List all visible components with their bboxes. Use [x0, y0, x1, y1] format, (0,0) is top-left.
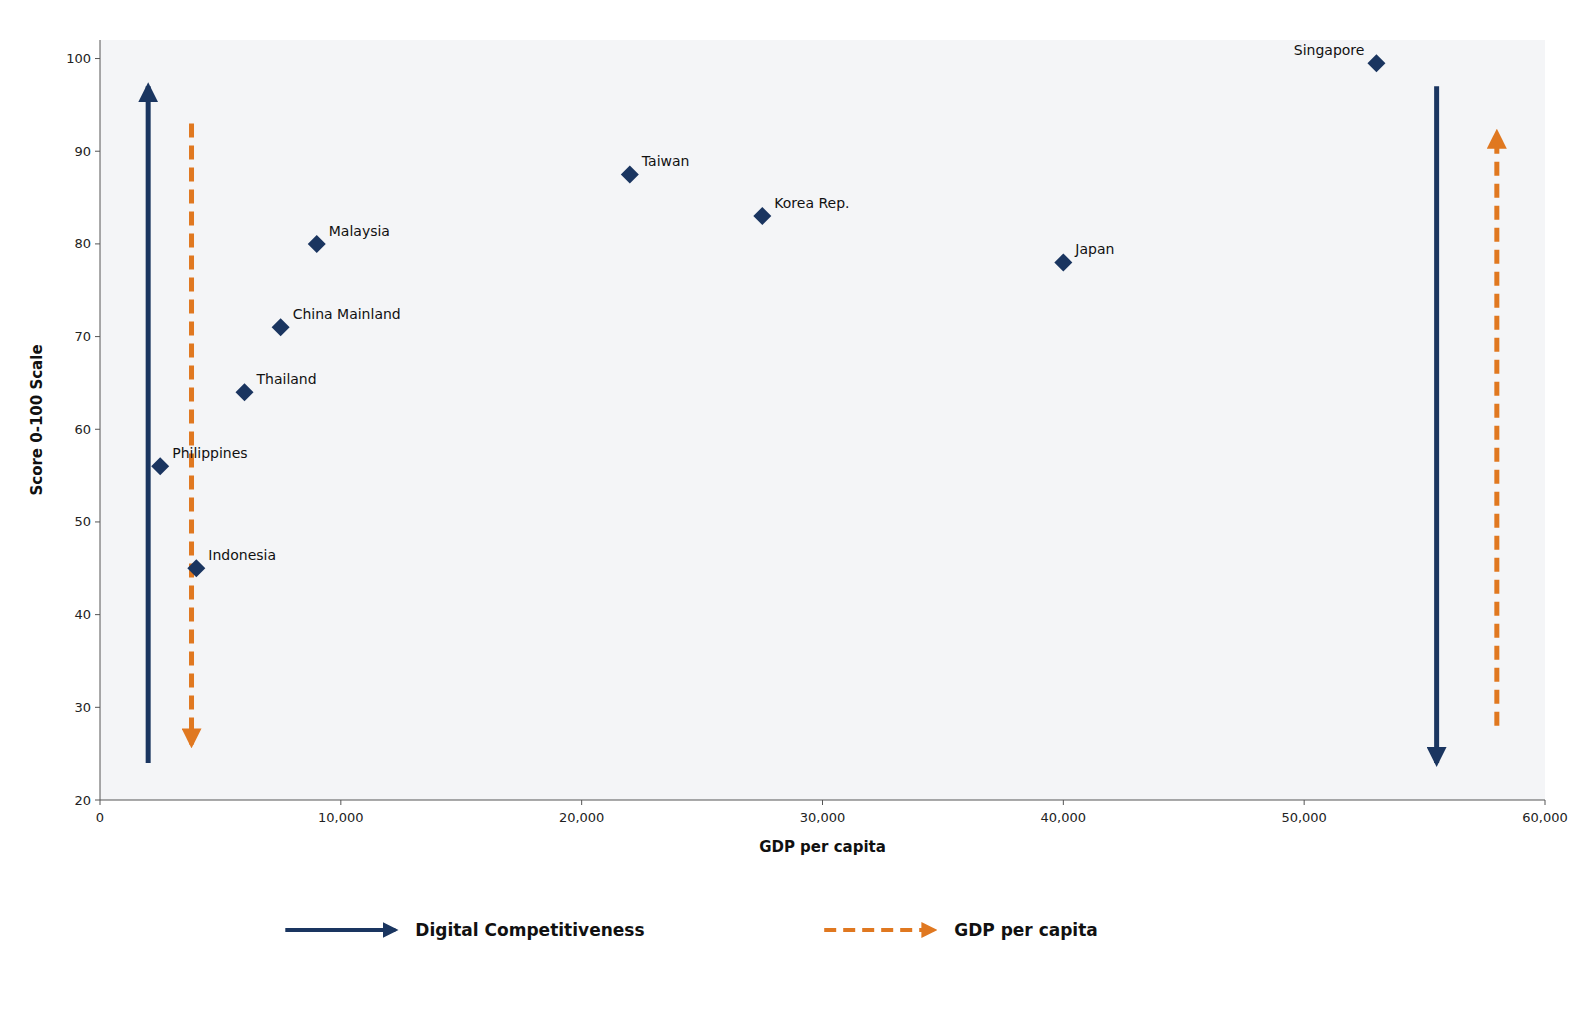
point-label: Singapore [1294, 42, 1365, 58]
point [151, 457, 169, 475]
tick [95, 521, 100, 522]
tick [95, 614, 100, 615]
point [236, 383, 254, 401]
tick [95, 151, 100, 152]
arrow [1494, 133, 1499, 726]
tick [95, 336, 100, 337]
tick [100, 800, 101, 805]
point [187, 559, 205, 577]
plot-area [100, 40, 1545, 800]
x-axis-label: GDP per capita [759, 838, 886, 856]
tick-label: 20 [74, 793, 91, 808]
tick-label: 60,000 [1522, 810, 1568, 825]
point-label: Philippines [172, 445, 247, 461]
point-label: Thailand [256, 371, 317, 387]
tick [95, 429, 100, 430]
tick [822, 800, 823, 805]
tick [95, 243, 100, 244]
point-label: Taiwan [641, 153, 690, 169]
legend-label: GDP per capita [954, 920, 1098, 940]
y-axis-line [100, 40, 101, 800]
tick-label: 40,000 [1041, 810, 1087, 825]
point [1054, 253, 1072, 271]
point [753, 207, 771, 225]
y-axis-label: Score 0-100 Scale [28, 344, 46, 495]
chart: 0 10,000 20,000 30,000 40,000 50,000 60,000 20 3… [0, 0, 1585, 1032]
point [621, 165, 639, 183]
tick-label: 60 [74, 422, 91, 437]
x-axis-line [100, 800, 1545, 801]
arrow [189, 123, 194, 744]
tick-label: 40 [74, 607, 91, 622]
tick [581, 800, 582, 805]
tick-label: 20,000 [559, 810, 605, 825]
tick-label: 50,000 [1281, 810, 1327, 825]
tick-label: 10,000 [318, 810, 364, 825]
point-label: Malaysia [329, 223, 390, 239]
tick-label: 30,000 [800, 810, 846, 825]
tick [1304, 800, 1305, 805]
point [272, 318, 290, 336]
tick [95, 707, 100, 708]
tick [1545, 800, 1546, 805]
point-label: Japan [1074, 241, 1114, 257]
tick-label: 50 [74, 514, 91, 529]
tick-label: 70 [74, 329, 91, 344]
tick-label: 80 [74, 236, 91, 251]
legend-arrow [824, 928, 934, 932]
arrow [146, 86, 151, 763]
tick-label: 30 [74, 700, 91, 715]
legend-label: Digital Competitiveness [415, 920, 644, 940]
tick-label: 90 [74, 144, 91, 159]
point [308, 235, 326, 253]
tick [1063, 800, 1064, 805]
legend-arrow [285, 928, 395, 932]
point-label: China Mainland [293, 306, 401, 322]
tick [340, 800, 341, 805]
point-label: Korea Rep. [774, 195, 849, 211]
arrow [1434, 86, 1439, 763]
tick-label: 0 [96, 810, 104, 825]
tick [95, 800, 100, 801]
point [1367, 54, 1385, 72]
point-label: Indonesia [208, 547, 276, 563]
tick [95, 58, 100, 59]
plot-marks [148, 54, 1497, 763]
tick-label: 100 [66, 51, 91, 66]
